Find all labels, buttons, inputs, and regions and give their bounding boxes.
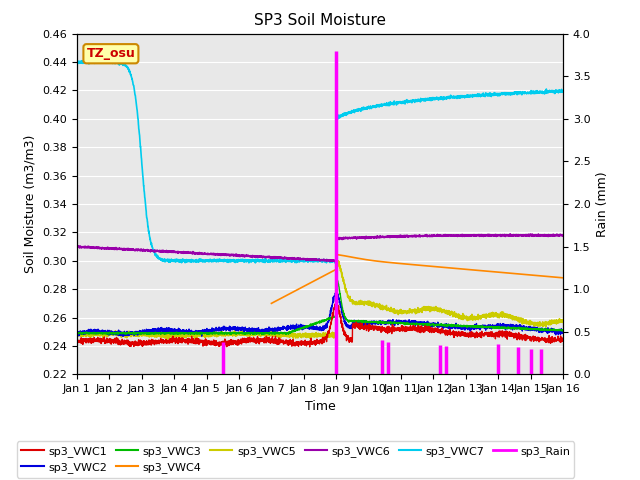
sp3_VWC5 bbox=[281, 333, 289, 338]
sp3_VWC6 bbox=[73, 244, 81, 250]
sp3_VWC7 bbox=[260, 260, 268, 265]
sp3_VWC3 bbox=[157, 331, 165, 336]
sp3_VWC1 bbox=[157, 338, 165, 344]
sp3_VWC2 bbox=[498, 323, 506, 328]
Line: sp3_VWC1: sp3_VWC1 bbox=[77, 302, 563, 347]
sp3_VWC3 bbox=[73, 331, 81, 336]
sp3_VWC3 bbox=[498, 324, 506, 330]
sp3_VWC2 bbox=[281, 325, 289, 331]
sp3_VWC2 bbox=[550, 327, 558, 333]
Line: sp3_VWC2: sp3_VWC2 bbox=[77, 292, 563, 336]
sp3_VWC4 bbox=[550, 274, 557, 280]
sp3_VWC6 bbox=[332, 259, 339, 264]
sp3_VWC7 bbox=[498, 90, 506, 96]
sp3_VWC5 bbox=[550, 320, 558, 325]
sp3_VWC3 bbox=[281, 330, 289, 336]
sp3_VWC3 bbox=[550, 327, 558, 333]
sp3_VWC4 bbox=[497, 270, 505, 276]
sp3_VWC6 bbox=[129, 247, 136, 253]
sp3_VWC2 bbox=[559, 330, 567, 336]
sp3_VWC3 bbox=[559, 327, 567, 333]
sp3_VWC2 bbox=[119, 334, 127, 339]
sp3_VWC2 bbox=[332, 289, 340, 295]
sp3_VWC6 bbox=[559, 233, 567, 239]
sp3_VWC7 bbox=[550, 88, 558, 94]
sp3_VWC4 bbox=[559, 275, 567, 281]
sp3_VWC6 bbox=[497, 232, 505, 238]
Line: sp3_VWC5: sp3_VWC5 bbox=[77, 261, 563, 339]
sp3_VWC7 bbox=[331, 260, 339, 266]
sp3_VWC3 bbox=[260, 330, 268, 336]
sp3_VWC1 bbox=[550, 338, 558, 344]
sp3_VWC6 bbox=[550, 232, 558, 238]
sp3_VWC2 bbox=[260, 329, 268, 335]
sp3_VWC6 bbox=[527, 231, 534, 237]
Line: sp3_VWC7: sp3_VWC7 bbox=[77, 60, 563, 263]
sp3_VWC1 bbox=[73, 337, 81, 343]
Line: sp3_VWC6: sp3_VWC6 bbox=[77, 234, 563, 262]
Line: sp3_VWC3: sp3_VWC3 bbox=[77, 278, 563, 335]
X-axis label: Time: Time bbox=[305, 400, 335, 413]
Legend: sp3_VWC1, sp3_VWC2, sp3_VWC3, sp3_VWC4, sp3_VWC5, sp3_VWC6, sp3_VWC7, sp3_Rain: sp3_VWC1, sp3_VWC2, sp3_VWC3, sp3_VWC4, … bbox=[17, 441, 575, 478]
sp3_VWC1 bbox=[498, 330, 506, 336]
sp3_VWC1 bbox=[559, 337, 567, 343]
sp3_VWC1 bbox=[129, 341, 136, 347]
sp3_VWC2 bbox=[73, 329, 81, 335]
sp3_VWC3 bbox=[129, 330, 136, 336]
sp3_VWC5 bbox=[129, 331, 136, 336]
sp3_VWC1 bbox=[306, 344, 314, 350]
sp3_VWC7 bbox=[559, 88, 567, 94]
sp3_VWC1 bbox=[333, 300, 340, 305]
Title: SP3 Soil Moisture: SP3 Soil Moisture bbox=[254, 13, 386, 28]
Text: TZ_osu: TZ_osu bbox=[86, 47, 135, 60]
sp3_VWC7 bbox=[157, 256, 165, 262]
sp3_VWC6 bbox=[280, 254, 288, 260]
Line: sp3_VWC4: sp3_VWC4 bbox=[271, 254, 563, 303]
sp3_VWC5 bbox=[73, 332, 81, 338]
sp3_VWC4 bbox=[280, 294, 288, 300]
sp3_VWC1 bbox=[280, 340, 288, 346]
sp3_VWC7 bbox=[129, 78, 136, 84]
sp3_VWC7 bbox=[281, 258, 289, 264]
Y-axis label: Soil Moisture (m3/m3): Soil Moisture (m3/m3) bbox=[24, 135, 36, 273]
sp3_VWC3 bbox=[333, 275, 340, 281]
sp3_VWC1 bbox=[259, 336, 267, 342]
Y-axis label: Rain (mm): Rain (mm) bbox=[596, 171, 609, 237]
sp3_VWC6 bbox=[157, 248, 165, 254]
sp3_VWC6 bbox=[259, 254, 267, 260]
sp3_VWC5 bbox=[157, 332, 165, 338]
sp3_VWC5 bbox=[498, 309, 506, 315]
sp3_VWC5 bbox=[559, 317, 567, 323]
sp3_VWC2 bbox=[157, 325, 165, 331]
sp3_VWC7 bbox=[73, 59, 81, 64]
sp3_VWC3 bbox=[258, 332, 266, 337]
sp3_VWC5 bbox=[260, 330, 268, 336]
sp3_VWC5 bbox=[332, 258, 340, 264]
sp3_VWC2 bbox=[129, 330, 136, 336]
sp3_VWC7 bbox=[107, 57, 115, 62]
sp3_VWC5 bbox=[163, 336, 171, 342]
